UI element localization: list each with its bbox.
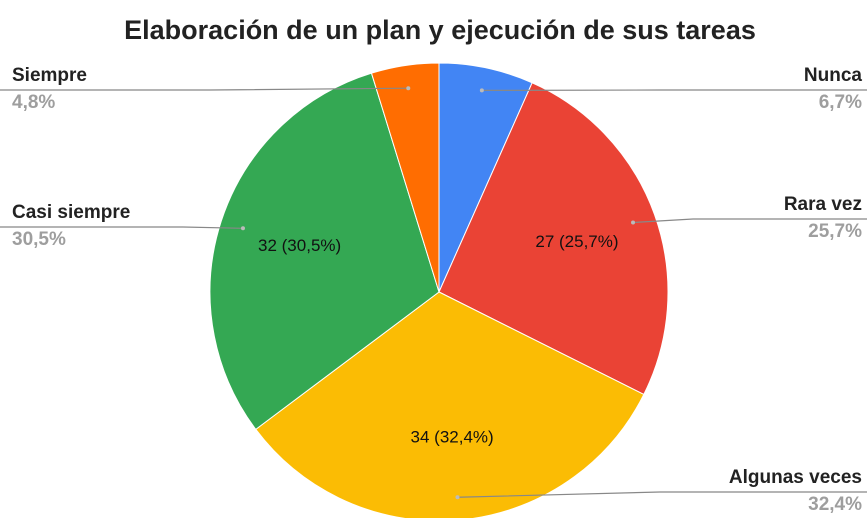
slice-label: 34 (32,4%) xyxy=(411,427,494,446)
leader-dot xyxy=(240,226,245,231)
legend-name: Nunca xyxy=(804,65,863,86)
pie-slice xyxy=(209,72,440,431)
slice-label: 27 (25,7%) xyxy=(535,232,618,251)
legend-percent: 32,4% xyxy=(808,494,862,515)
legend-percent: 30,5% xyxy=(12,229,66,250)
leader-line xyxy=(0,87,409,91)
chart-title: Elaboración de un plan y ejecución de su… xyxy=(124,15,756,45)
legend-name: Algunas veces xyxy=(729,467,862,488)
leader-dot xyxy=(479,88,484,93)
legend-name: Casi siempre xyxy=(12,202,130,223)
leader-line xyxy=(457,491,867,498)
leader-line xyxy=(632,218,867,224)
legend-name: Rara vez xyxy=(784,194,862,215)
slice-label: 32 (30,5%) xyxy=(258,236,341,255)
pie-slice xyxy=(370,62,440,293)
leader-dot xyxy=(631,220,636,225)
leader-dot xyxy=(455,495,460,500)
legend-percent: 6,7% xyxy=(819,92,862,113)
leader-dot xyxy=(406,86,411,91)
legend-percent: 4,8% xyxy=(12,92,55,113)
legend-percent: 25,7% xyxy=(808,221,862,242)
pie-slice xyxy=(255,291,645,518)
legend-name: Siempre xyxy=(12,65,87,86)
leader-line xyxy=(0,226,244,229)
pie-slice xyxy=(438,82,669,396)
